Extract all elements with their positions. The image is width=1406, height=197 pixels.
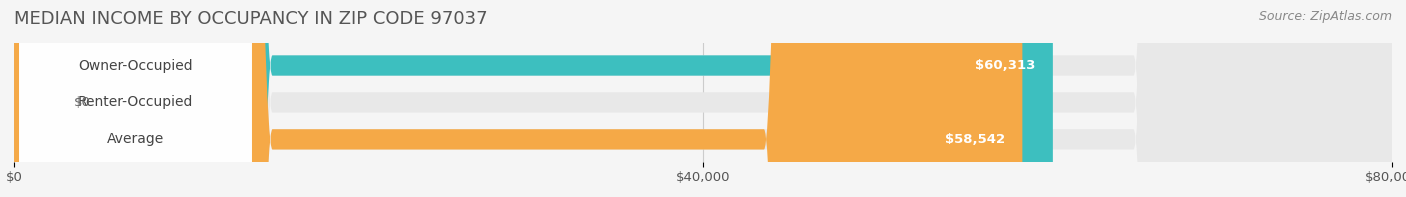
FancyBboxPatch shape [14, 0, 39, 197]
FancyBboxPatch shape [14, 0, 1022, 197]
FancyBboxPatch shape [14, 0, 1392, 197]
Text: Source: ZipAtlas.com: Source: ZipAtlas.com [1258, 10, 1392, 23]
Text: $0: $0 [75, 96, 91, 109]
FancyBboxPatch shape [20, 0, 252, 197]
Text: $60,313: $60,313 [976, 59, 1036, 72]
FancyBboxPatch shape [20, 0, 252, 197]
FancyBboxPatch shape [14, 0, 1392, 197]
Text: Owner-Occupied: Owner-Occupied [79, 59, 193, 72]
Text: $58,542: $58,542 [945, 133, 1005, 146]
Text: MEDIAN INCOME BY OCCUPANCY IN ZIP CODE 97037: MEDIAN INCOME BY OCCUPANCY IN ZIP CODE 9… [14, 10, 488, 28]
FancyBboxPatch shape [14, 0, 1053, 197]
FancyBboxPatch shape [20, 0, 252, 197]
FancyBboxPatch shape [14, 0, 1392, 197]
Text: Average: Average [107, 132, 165, 146]
Text: Renter-Occupied: Renter-Occupied [77, 95, 193, 110]
